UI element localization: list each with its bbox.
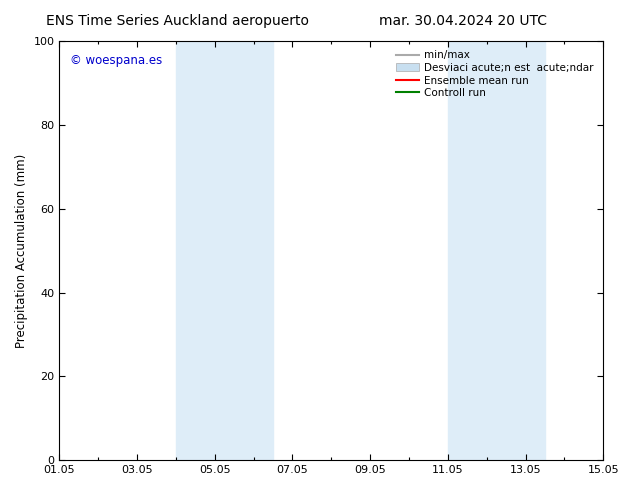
Bar — [176, 41, 215, 460]
Y-axis label: Precipitation Accumulation (mm): Precipitation Accumulation (mm) — [15, 153, 28, 348]
Text: © woespana.es: © woespana.es — [70, 53, 162, 67]
Text: mar. 30.04.2024 20 UTC: mar. 30.04.2024 20 UTC — [379, 14, 547, 28]
Bar — [487, 41, 545, 460]
Legend: min/max, Desviaci acute;n est  acute;ndar, Ensemble mean run, Controll run: min/max, Desviaci acute;n est acute;ndar… — [392, 46, 598, 102]
Bar — [215, 41, 273, 460]
Bar — [448, 41, 487, 460]
Text: ENS Time Series Auckland aeropuerto: ENS Time Series Auckland aeropuerto — [46, 14, 309, 28]
